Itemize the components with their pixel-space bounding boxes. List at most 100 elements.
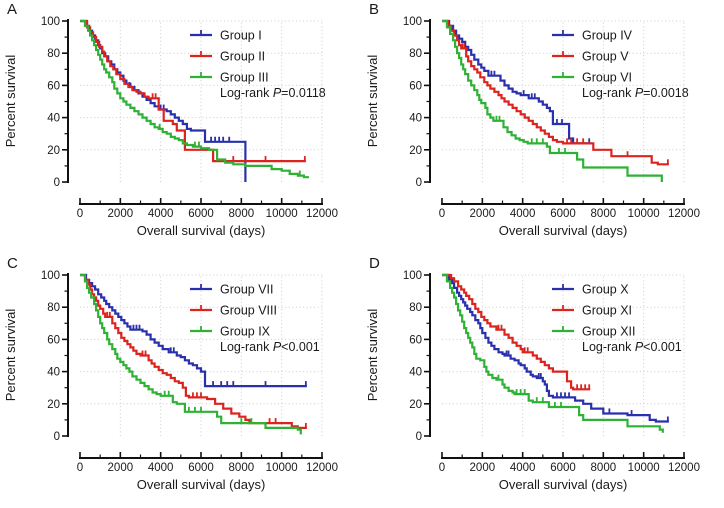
y-tick-label: 80 — [47, 302, 60, 314]
logrank-annotation: Log-rank P<0.001 — [582, 340, 682, 354]
x-axis-title: Overall survival (days) — [499, 223, 628, 238]
censor-marks-group-viii — [106, 311, 307, 428]
y-axis-title: Percent survival — [3, 309, 18, 402]
x-axis — [79, 198, 323, 205]
survival-curve-group-xii — [442, 273, 664, 433]
y-axis — [424, 19, 431, 183]
x-tick-label: 10000 — [628, 208, 660, 220]
survival-curve-group-ii — [80, 19, 306, 163]
y-tick-label: 100 — [403, 270, 422, 282]
legend: Group X Group XI Group XII — [552, 283, 636, 339]
y-tick-label: 0 — [416, 177, 422, 189]
x-tick-label: 6000 — [188, 208, 214, 220]
legend-label: Group XII — [582, 325, 636, 339]
x-tick-label: 10000 — [266, 462, 298, 474]
y-tick-label: 0 — [54, 431, 60, 443]
censor-marks-group-xi — [497, 324, 591, 389]
logrank-annotation: Log-rank P=0.0118 — [220, 86, 326, 100]
panel-letter-c: C — [7, 255, 19, 272]
x-axis-title: Overall survival (days) — [499, 477, 628, 492]
panel-b: B 0 20 40 60 80 100 0 2000 4000 6000 8000 10000 1200… — [362, 0, 724, 254]
x-axis — [441, 452, 685, 459]
x-axis-title: Overall survival (days) — [137, 223, 266, 238]
x-tick-label: 2000 — [108, 462, 134, 474]
y-tick-label: 0 — [416, 431, 422, 443]
y-tick-label: 100 — [41, 16, 60, 28]
x-tick-label: 12000 — [306, 208, 338, 220]
legend-label: Group IV — [582, 29, 633, 43]
legend-label: Group V — [582, 50, 629, 64]
gridlines — [442, 20, 685, 182]
y-axis — [62, 273, 69, 437]
x-tick-label: 2000 — [470, 462, 496, 474]
y-tick-label: 100 — [41, 270, 60, 282]
censor-marks-group-xii — [497, 374, 562, 407]
legend-label: Group II — [220, 50, 265, 64]
y-tick-label: 20 — [47, 145, 60, 157]
censor-marks-group-iv — [490, 70, 591, 143]
censor-marks-group-ix — [163, 390, 253, 423]
survival-curve-group-v — [442, 19, 669, 166]
legend-label: Group VI — [582, 71, 632, 85]
x-tick-label: 0 — [77, 462, 83, 474]
censor-marks-group-i — [128, 82, 231, 142]
y-tick-label: 60 — [47, 334, 60, 346]
y-axis-title: Percent survival — [365, 55, 380, 148]
y-tick-label: 20 — [47, 399, 60, 411]
x-tick-label: 4000 — [148, 208, 174, 220]
x-tick-label: 12000 — [668, 462, 700, 474]
panel-letter-b: B — [369, 1, 380, 18]
panel-c: C 0 20 40 60 80 100 0 2000 4000 6000 8000 10000 1200… — [0, 254, 362, 508]
x-tick-label: 6000 — [550, 208, 576, 220]
y-tick-label: 20 — [409, 399, 422, 411]
survival-curve-group-i — [80, 19, 247, 182]
x-tick-label: 0 — [77, 208, 83, 220]
x-tick-label: 12000 — [668, 208, 700, 220]
x-tick-label: 6000 — [550, 462, 576, 474]
y-tick-label: 100 — [403, 16, 422, 28]
km-plot-b: 0 20 40 60 80 100 0 2000 4000 6000 8000 10000 12000 O… — [365, 16, 700, 238]
x-tick-label: 8000 — [591, 208, 617, 220]
km-plot-c: 0 20 40 60 80 100 0 2000 4000 6000 8000 10000 12000 O… — [3, 270, 338, 492]
censor-marks-group-ii — [151, 93, 306, 161]
x-tick-label: 0 — [439, 462, 445, 474]
gridlines — [80, 20, 323, 182]
x-tick-label: 10000 — [266, 208, 298, 220]
x-tick-label: 12000 — [306, 462, 338, 474]
legend-label: Group XI — [582, 304, 632, 318]
panel-letter-a: A — [7, 1, 18, 18]
gridlines — [442, 274, 685, 436]
panel-a: A 0 20 40 60 80 100 0 2000 4000 6000 8000 10000 1200… — [0, 0, 362, 254]
x-axis-title: Overall survival (days) — [137, 477, 266, 492]
km-plot-d: 0 20 40 60 80 100 0 2000 4000 6000 8000 10000 12000 O… — [365, 270, 700, 492]
y-tick-label: 0 — [54, 177, 60, 189]
y-tick-label: 20 — [409, 145, 422, 157]
x-axis — [441, 198, 685, 205]
legend-label: Group X — [582, 283, 629, 297]
x-tick-label: 4000 — [510, 208, 536, 220]
censor-marks-group-vii — [132, 324, 307, 386]
y-tick-label: 40 — [47, 367, 60, 379]
survival-curve-group-xi — [442, 273, 591, 391]
y-tick-label: 80 — [409, 302, 422, 314]
y-tick-label: 40 — [47, 113, 60, 125]
survival-curve-group-iv — [442, 19, 591, 145]
survival-curve-group-x — [442, 273, 669, 423]
panel-letter-d: D — [369, 255, 381, 272]
survival-curve-group-iii — [80, 19, 309, 179]
survival-curve-group-vii — [80, 273, 307, 388]
x-tick-label: 8000 — [229, 208, 255, 220]
survival-curve-group-vi — [442, 19, 663, 182]
y-tick-label: 80 — [47, 48, 60, 60]
y-axis-title: Percent survival — [365, 309, 380, 402]
logrank-annotation: Log-rank P=0.0018 — [582, 86, 689, 100]
y-tick-label: 80 — [409, 48, 422, 60]
legend: Group IV Group V Group VI — [552, 29, 633, 85]
legend-label: Group IX — [220, 325, 271, 339]
km-plot-a: 0 20 40 60 80 100 0 2000 4000 6000 8000 10000 12000 O… — [3, 16, 338, 238]
y-tick-label: 40 — [409, 367, 422, 379]
panel-d: D 0 20 40 60 80 100 0 2000 4000 6000 8000 10000 1200… — [362, 254, 724, 508]
survival-curve-group-ix — [80, 273, 302, 435]
gridlines — [80, 274, 323, 436]
